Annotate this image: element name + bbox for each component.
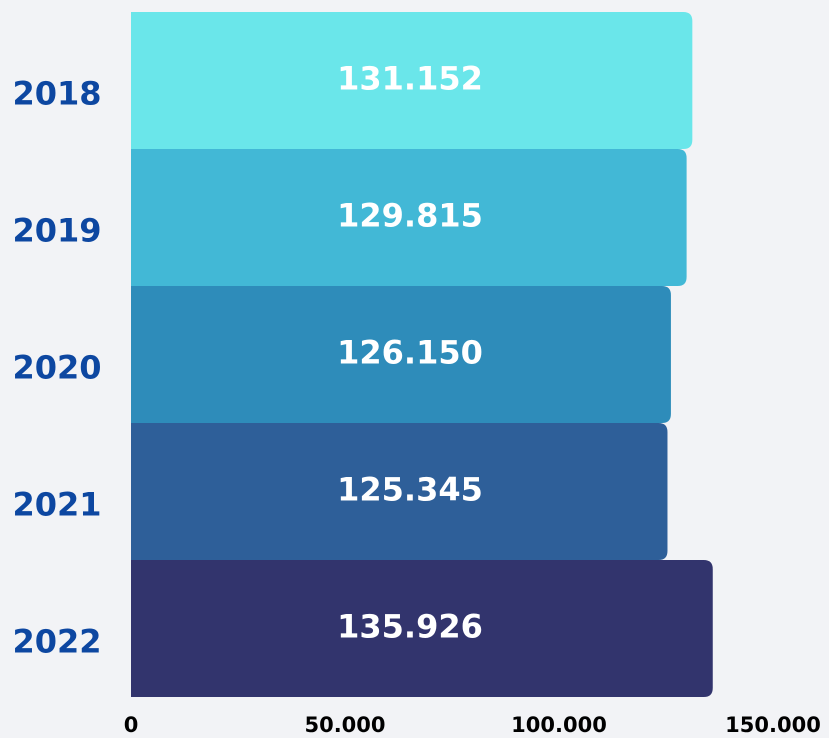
- y-tick-label: 2020: [12, 349, 101, 387]
- bar: [131, 423, 668, 560]
- value-label: 125.345: [337, 471, 483, 509]
- x-tick-label: 0: [124, 713, 139, 737]
- bar: [131, 149, 687, 286]
- value-label: 131.152: [337, 60, 483, 98]
- y-tick-label: 2019: [12, 212, 101, 250]
- bar: [131, 560, 713, 697]
- y-tick-label: 2018: [12, 75, 101, 113]
- bar: [131, 12, 693, 149]
- x-tick-label: 150.000: [725, 713, 821, 737]
- y-tick-label: 2022: [12, 623, 101, 661]
- y-tick-label: 2021: [12, 486, 101, 524]
- value-label: 135.926: [337, 608, 483, 646]
- value-label: 126.150: [337, 334, 483, 372]
- x-tick-label: 100.000: [511, 713, 607, 737]
- bar: [131, 286, 671, 423]
- x-tick-label: 50.000: [304, 713, 385, 737]
- value-label: 129.815: [337, 197, 483, 235]
